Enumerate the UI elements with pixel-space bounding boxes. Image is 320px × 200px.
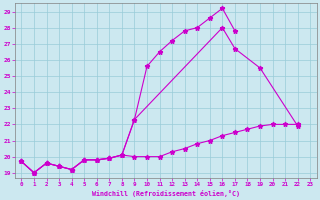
X-axis label: Windchill (Refroidissement éolien,°C): Windchill (Refroidissement éolien,°C) [92, 190, 240, 197]
